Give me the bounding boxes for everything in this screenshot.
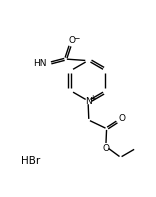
Text: N: N [85, 97, 91, 106]
Text: HN: HN [33, 59, 47, 68]
Text: O: O [102, 144, 109, 153]
Text: +: + [89, 94, 96, 102]
Text: O: O [118, 114, 125, 123]
Text: O: O [68, 36, 75, 46]
Text: −: − [73, 34, 79, 43]
Text: HBr: HBr [21, 156, 40, 166]
